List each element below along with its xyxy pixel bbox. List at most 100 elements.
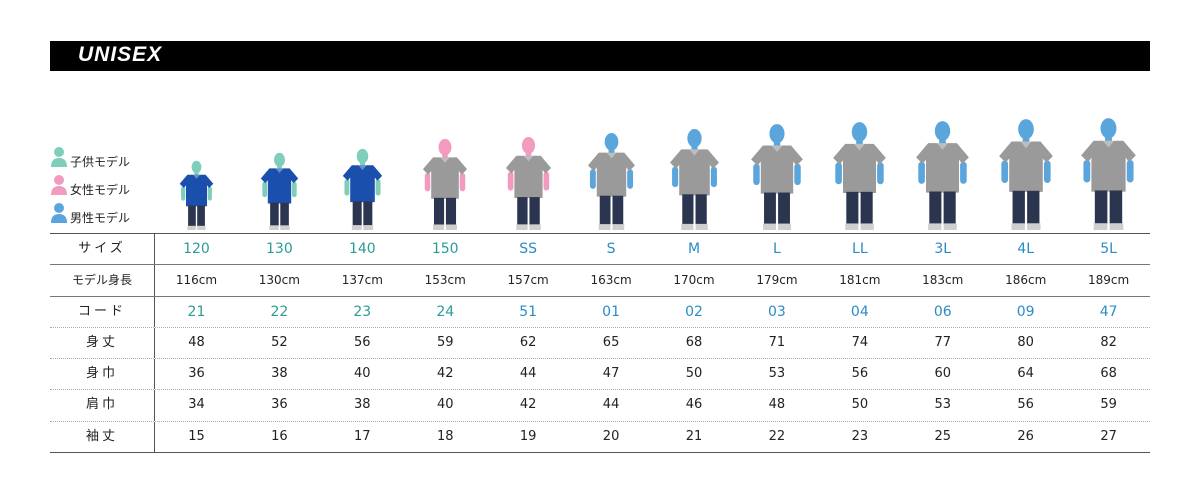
width-cell: 50 — [685, 366, 703, 382]
sleeve-cell: 27 — [1100, 428, 1117, 444]
row-code: コード 21 22 23 24 51 01 02 03 04 06 09 47 — [50, 296, 1150, 328]
shoulder-cell: 38 — [354, 397, 371, 413]
code-cell: 24 — [436, 303, 455, 320]
width-cell: 36 — [188, 366, 205, 382]
model-figure-male — [901, 120, 984, 230]
width-cell: 68 — [1100, 366, 1117, 382]
code-cell: 06 — [933, 303, 952, 320]
model-figure-male — [984, 118, 1067, 230]
length-cell: 65 — [602, 334, 620, 350]
row-shoulder-width: 肩巾 34 36 38 40 42 44 46 48 50 53 56 59 — [50, 390, 1150, 422]
model-silhouette — [833, 122, 887, 230]
model-silhouette — [505, 136, 551, 230]
size-cell: 5L — [1100, 241, 1117, 257]
row-label-body-width: 身巾 — [50, 359, 155, 390]
shoulder-cell: 46 — [685, 397, 703, 413]
size-cell: 130 — [266, 241, 293, 257]
width-cell: 42 — [436, 366, 454, 382]
sleeve-cell: 16 — [271, 428, 288, 444]
child-model-icon — [51, 147, 67, 167]
shoulder-cell: 56 — [1017, 397, 1034, 413]
width-cell: 56 — [851, 366, 869, 382]
model-silhouette — [669, 129, 719, 230]
model-figure-male — [818, 121, 901, 230]
sleeve-cell: 18 — [436, 428, 454, 444]
model-silhouette — [916, 121, 970, 230]
legend-label-female: 女性モデル — [70, 183, 131, 197]
length-cell: 52 — [271, 334, 288, 350]
row-size: サイズ 120 130 140 150 SS S M L LL 3L 4L 5L — [50, 234, 1150, 266]
male-model-icon — [51, 203, 67, 223]
shoulder-cell: 53 — [934, 397, 952, 413]
sleeve-cell: 21 — [685, 428, 703, 444]
width-cell: 53 — [768, 366, 786, 382]
code-cell: 09 — [1016, 303, 1035, 320]
length-cell: 82 — [1100, 334, 1117, 350]
length-cell: 68 — [685, 334, 703, 350]
sleeve-cell: 26 — [1017, 428, 1034, 444]
height-cell: 179cm — [756, 273, 798, 288]
height-cell: 170cm — [673, 273, 715, 288]
row-label-model-height: モデル身長 — [50, 265, 155, 296]
height-cell: 137cm — [341, 273, 383, 288]
model-figure-child — [238, 152, 321, 230]
height-cell: 153cm — [424, 273, 466, 288]
model-silhouette — [750, 124, 803, 230]
length-cell: 77 — [934, 334, 952, 350]
page-title: UNISEX — [78, 43, 163, 66]
code-cell: 23 — [353, 303, 372, 320]
height-cell: 181cm — [839, 273, 881, 288]
size-cell: 140 — [348, 241, 376, 257]
height-cell: 163cm — [590, 273, 632, 288]
legend-label-male: 男性モデル — [70, 211, 131, 225]
sleeve-cell: 15 — [188, 428, 205, 444]
shoulder-cell: 36 — [271, 397, 288, 413]
model-silhouette — [998, 119, 1053, 230]
size-cell: L — [773, 241, 781, 257]
shoulder-cell: 40 — [436, 397, 454, 413]
width-cell: 44 — [519, 366, 537, 382]
shoulder-cell: 59 — [1100, 397, 1117, 413]
shoulder-cell: 42 — [519, 397, 537, 413]
size-cell: 120 — [183, 241, 210, 257]
sleeve-cell: 22 — [768, 428, 786, 444]
model-figure-male — [570, 132, 653, 230]
row-model-height: モデル身長 116cm 130cm 137cm 153cm 157cm 163cm 170c… — [50, 265, 1150, 297]
row-body-length: 身丈 48 52 56 59 62 65 68 71 74 77 80 82 — [50, 327, 1150, 360]
code-cell: 21 — [187, 303, 206, 320]
length-cell: 59 — [436, 334, 454, 350]
model-figure-child — [321, 148, 404, 230]
model-legend: 子供モデル 女性モデル 男性モデル — [50, 146, 160, 230]
legend-item-child: 子供モデル — [50, 146, 160, 174]
model-figures — [155, 95, 1150, 230]
length-cell: 62 — [519, 334, 537, 350]
model-figure-male — [1067, 117, 1150, 230]
length-cell: 71 — [768, 334, 786, 350]
width-cell: 60 — [934, 366, 952, 382]
sleeve-cell: 23 — [851, 428, 869, 444]
code-cell: 01 — [602, 303, 620, 320]
model-figure-female — [404, 138, 487, 230]
code-cell: 22 — [270, 303, 289, 320]
row-label-shoulder-width: 肩巾 — [50, 390, 155, 421]
sleeve-cell: 17 — [354, 428, 371, 444]
row-label-size: サイズ — [50, 234, 155, 265]
model-figure-male — [653, 128, 736, 230]
code-cell: 03 — [768, 303, 786, 320]
model-figure-child — [155, 160, 238, 230]
shoulder-cell: 34 — [188, 397, 205, 413]
model-silhouette — [260, 152, 299, 230]
height-cell: 157cm — [507, 273, 549, 288]
model-silhouette — [342, 148, 383, 230]
model-silhouette — [423, 138, 468, 230]
row-label-code: コード — [50, 296, 155, 327]
row-sleeve-length: 袖丈 15 16 17 18 19 20 21 22 23 25 26 27 — [50, 421, 1150, 454]
size-cell: M — [687, 241, 701, 257]
shoulder-cell: 50 — [851, 397, 869, 413]
sleeve-cell: 19 — [519, 428, 537, 444]
shoulder-cell: 48 — [768, 397, 786, 413]
code-cell: 47 — [1099, 303, 1118, 320]
width-cell: 64 — [1017, 366, 1034, 382]
length-cell: 80 — [1017, 334, 1034, 350]
size-cell: SS — [519, 241, 538, 257]
